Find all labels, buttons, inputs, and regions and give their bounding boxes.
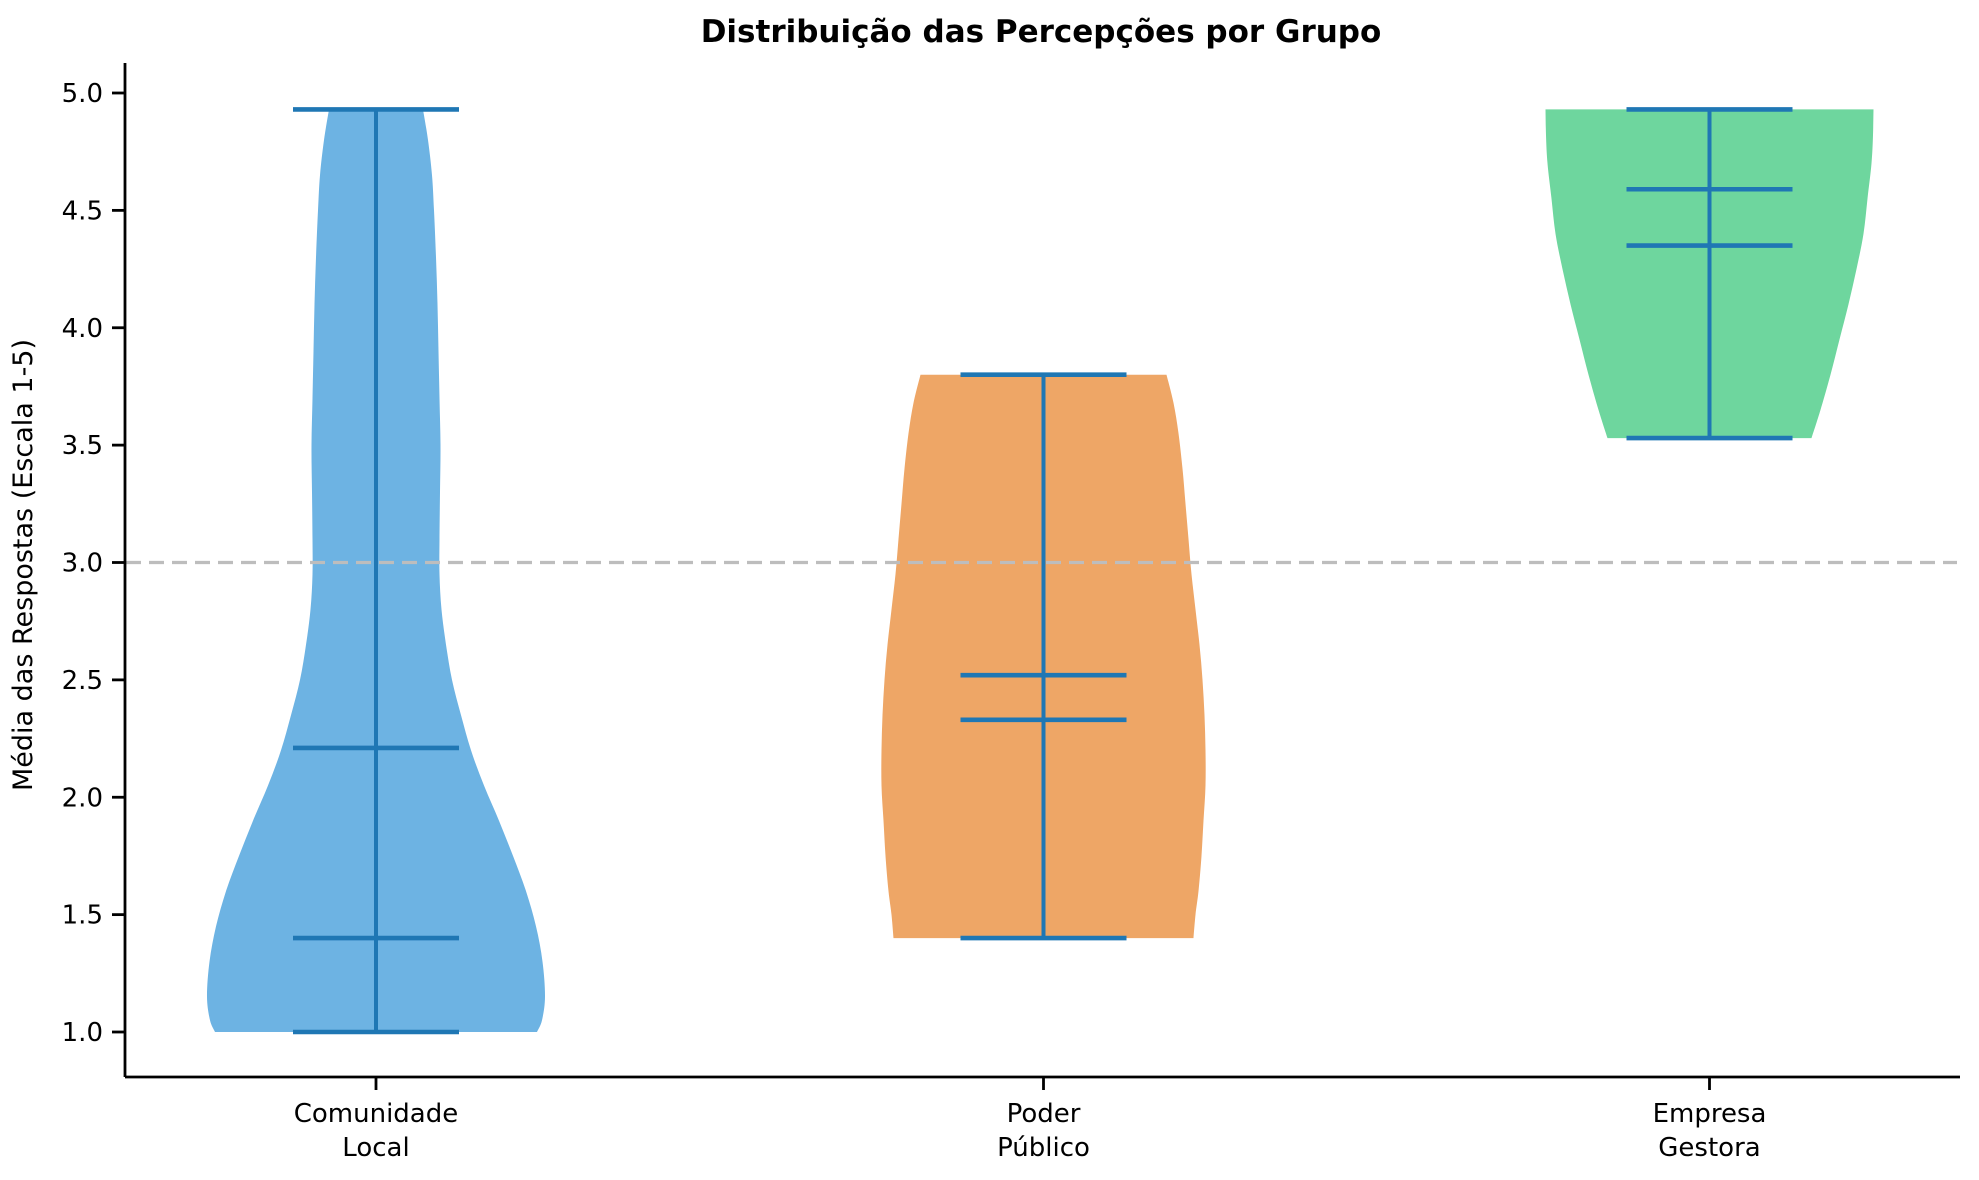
y-tick-label-3.5: 3.5 — [62, 431, 103, 461]
y-tick-label-4.5: 4.5 — [62, 196, 103, 226]
y-axis-label: Média das Respostas (Escala 1-5) — [8, 339, 39, 791]
y-tick-label-4: 4.0 — [62, 314, 103, 344]
y-tick-label-2: 2.0 — [62, 783, 103, 813]
x-tick-label-comunidade-local: Comunidade Local — [294, 1099, 459, 1163]
y-tick-label-1: 1.0 — [62, 1018, 103, 1048]
y-tick-label-1.5: 1.5 — [62, 901, 103, 931]
y-tick-label-2.5: 2.5 — [62, 666, 103, 696]
chart-title: Distribuição das Percepções por Grupo — [701, 14, 1382, 50]
y-tick-label-3: 3.0 — [62, 549, 103, 579]
x-tick-label-empresa-gestora: Empresa Gestora — [1653, 1099, 1767, 1163]
axes-layer: 1.0 1.5 2.0 2.5 3.0 3.5 4.0 4.5 5.0 Comunidade Loc… — [62, 63, 1960, 1163]
x-tick-label-poder-publico: Poder Público — [997, 1099, 1090, 1163]
y-tick-label-5: 5.0 — [62, 79, 103, 109]
violins-layer — [206, 107, 1874, 1035]
